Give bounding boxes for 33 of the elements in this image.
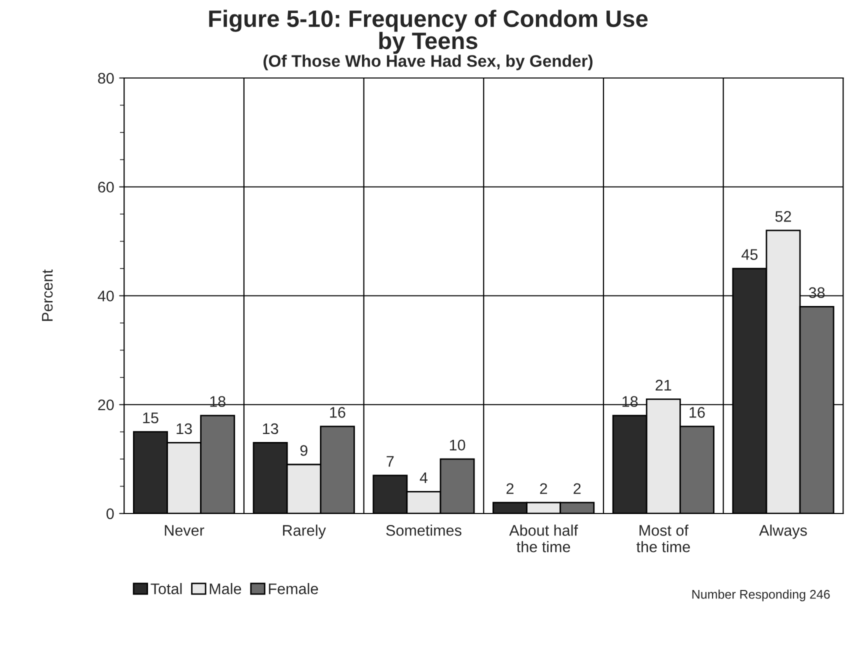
data-label: 13 xyxy=(176,423,192,434)
y-tick-label: 80 xyxy=(98,72,114,84)
text: Number Responding 246 xyxy=(692,590,830,602)
data-label: 15 xyxy=(143,412,158,424)
chart-subtitle: (Of Those Who Have Had Sex, by Gender) xyxy=(264,54,592,70)
data-label: 45 xyxy=(742,249,758,260)
data-label: 10 xyxy=(450,440,466,450)
x-tick-label: About half the time xyxy=(509,524,578,552)
x-tick-label: Rarely xyxy=(283,524,326,539)
legend-label: Female xyxy=(268,583,318,594)
data-label: 16 xyxy=(690,407,705,418)
data-label: 21 xyxy=(656,380,672,390)
legend-label: Total xyxy=(150,583,182,594)
legend-label: Male xyxy=(210,583,242,594)
data-label: 9 xyxy=(300,445,308,456)
data-label: 2 xyxy=(574,483,581,494)
data-label: 4 xyxy=(420,472,428,483)
chart-title: Figure 5-10: Frequency of Condom Use by Teens xyxy=(209,10,648,54)
data-label: 13 xyxy=(262,423,278,434)
data-label: 2 xyxy=(540,483,548,494)
y-tick-label: 0 xyxy=(106,508,114,520)
y-tick-label: 20 xyxy=(98,399,114,410)
data-label: 2 xyxy=(506,483,514,494)
y-tick-label: 60 xyxy=(98,182,114,193)
x-tick-label: Most of the time xyxy=(636,524,690,552)
x-tick-label: Always xyxy=(759,524,807,539)
y-axis-title: Percent xyxy=(42,270,53,321)
data-label: 16 xyxy=(330,407,346,418)
data-label: 7 xyxy=(386,456,394,467)
data-label: 52 xyxy=(775,211,791,222)
x-tick-label: Never xyxy=(164,525,204,536)
x-tick-label: Sometimes xyxy=(386,524,462,536)
y-tick-label: 40 xyxy=(98,290,114,302)
